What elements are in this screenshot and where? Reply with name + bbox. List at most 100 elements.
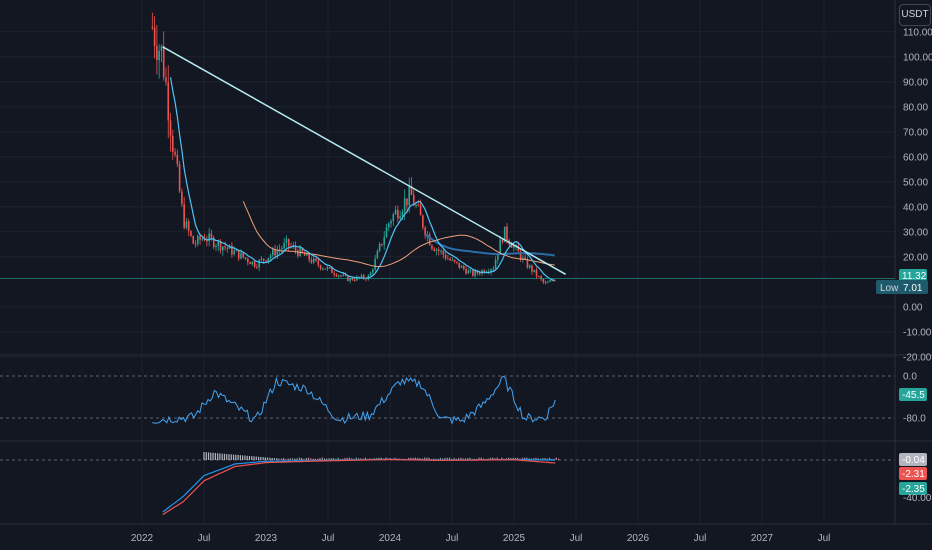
candle-body [303, 252, 306, 256]
candle-body [385, 227, 388, 238]
macd-histogram-bar [255, 456, 257, 460]
candle-body [519, 251, 522, 260]
candle-body [265, 260, 267, 262]
candle-body [222, 246, 224, 251]
candle-body [197, 235, 199, 244]
macd-axis-hidden-tick: -40.00 [903, 493, 932, 504]
macd-histogram-bar [253, 456, 255, 460]
macd-histogram-bar [514, 457, 517, 460]
macd-histogram-bar [467, 458, 469, 460]
macd-histogram-bar [294, 458, 296, 460]
candle-body [499, 239, 501, 256]
candle-body [281, 248, 283, 250]
candle-body [469, 270, 472, 272]
macd-histogram-bar [537, 458, 539, 460]
descending-trendline[interactable] [162, 46, 567, 275]
candle-body [542, 279, 545, 283]
candle-body [312, 258, 315, 263]
candle-body [497, 255, 499, 260]
macd-histogram-bar [439, 457, 442, 460]
macd-histogram-bar [355, 457, 357, 460]
macd-histogram-bar [419, 458, 421, 460]
macd-histogram-bar [480, 457, 482, 460]
candle-body [551, 280, 554, 282]
candle-body [324, 268, 326, 270]
candle-body [151, 26, 154, 28]
candle-body [406, 198, 408, 206]
macd-histogram-bar [219, 453, 221, 460]
candle-body [278, 249, 281, 251]
candle-body [194, 243, 197, 245]
low-value: 7.01 [903, 283, 923, 294]
last-price-value: 11.32 [902, 271, 927, 282]
candle-body [387, 223, 390, 228]
macd-histogram-bar [285, 458, 287, 460]
candle-body [258, 260, 260, 268]
candle-body [308, 253, 310, 260]
macd-histogram-bar [269, 457, 271, 460]
candle-body [331, 267, 333, 273]
macd-histogram-bar [323, 458, 326, 460]
candle-body [269, 255, 272, 258]
macd-histogram-bar [464, 458, 467, 460]
oscillator-axis[interactable]: 0.0 -80.0 [903, 372, 926, 425]
macd-histogram-bar [226, 453, 228, 460]
candle-body [474, 270, 476, 276]
price-pane[interactable] [0, 12, 895, 285]
chart-grid [0, 0, 895, 524]
macd-histogram-bar [458, 458, 460, 460]
candle-body [462, 265, 465, 269]
oscillator-pane[interactable] [0, 375, 895, 425]
candle-body [353, 279, 356, 281]
candle-body [465, 268, 467, 274]
macd-pane[interactable] [0, 452, 895, 516]
macd-histogram-bar [212, 452, 214, 460]
candle-body [235, 250, 238, 252]
macd-histogram-bar [210, 452, 212, 460]
price-axis[interactable]: 110.00 100.00 90.00 80.00 70.00 60.00 50.00 40.… [903, 27, 932, 363]
candle-body [301, 248, 304, 253]
macd-histogram-bar [548, 457, 551, 460]
candle-body [183, 203, 185, 228]
candle-body [217, 241, 220, 246]
macd-histogram-bar [453, 457, 455, 460]
macd-histogram-bar [282, 458, 285, 460]
macd-histogram-bar [428, 457, 430, 460]
macd-histogram-bar [257, 456, 260, 460]
macd-histogram-bar [351, 458, 353, 460]
macd-histogram-bar [244, 455, 246, 460]
candle-body [224, 246, 226, 248]
candle-body [435, 249, 438, 251]
macd-histogram-bar [555, 457, 557, 460]
macd-histogram-bar [330, 458, 332, 460]
candle-body [174, 151, 176, 155]
macd-histogram-bar [512, 457, 514, 460]
oscillator-axis-tick: 0.0 [903, 372, 917, 383]
macd-histogram [203, 452, 560, 460]
macd-value-histogram: -0.04 [902, 455, 925, 466]
macd-histogram-bar [469, 457, 471, 460]
candle-body [237, 250, 240, 259]
macd-histogram-bar [462, 458, 464, 460]
candle-body [376, 250, 379, 259]
price-axis-tick: 90.00 [903, 77, 928, 88]
macd-value-line: -2.35 [902, 484, 925, 495]
candle-body [503, 226, 506, 243]
candle-body [544, 282, 547, 284]
macd-histogram-bar [553, 458, 555, 460]
macd-histogram-bar [214, 452, 216, 460]
macd-value-signal: -2.31 [902, 469, 925, 480]
macd-histogram-bar [205, 452, 207, 460]
time-axis[interactable]: 2022 Jul 2023 Jul 2024 Jul 2025 Jul 2026 Jul 2027 J… [131, 533, 831, 544]
macd-histogram-bar [535, 457, 537, 460]
macd-histogram-bar [526, 457, 528, 460]
candle-body [472, 270, 474, 276]
macd-histogram-bar [267, 457, 269, 460]
macd-histogram-bar [478, 457, 480, 460]
currency-selector-button[interactable]: USDT [899, 4, 931, 26]
candle-body [362, 275, 365, 279]
time-axis-tick: Jul [694, 533, 707, 544]
candle-body [506, 226, 508, 241]
candle-body [390, 221, 392, 224]
